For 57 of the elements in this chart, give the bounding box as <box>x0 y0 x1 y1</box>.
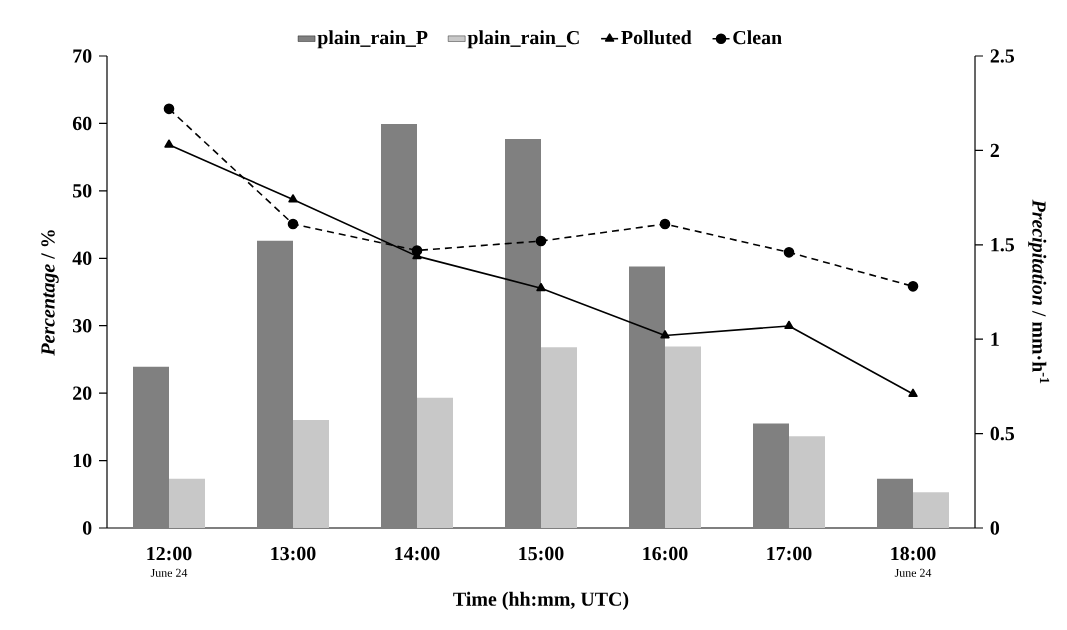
point <box>535 235 547 247</box>
bar <box>877 478 914 528</box>
y-tick-label: 70 <box>73 49 92 63</box>
y-tick-label: 60 <box>72 116 92 131</box>
point <box>660 330 670 339</box>
text: June 24 <box>150 568 188 577</box>
y2-tick-label: 1 <box>991 332 999 346</box>
y-tick-label: 20 <box>73 386 92 400</box>
y-tick-label: 0 <box>82 521 92 535</box>
x-tick-label: 16:00 <box>643 546 688 561</box>
point <box>411 245 423 256</box>
y-tick-label: 10 <box>73 453 92 468</box>
bar <box>293 420 329 528</box>
x-tick-label: 18:00 <box>891 546 936 561</box>
y-tick-label: 50 <box>73 184 92 198</box>
bar <box>665 346 701 528</box>
bar <box>541 347 577 528</box>
point <box>659 218 671 230</box>
bar <box>133 366 169 528</box>
x-tick-label: 14:00 <box>395 546 440 561</box>
point <box>536 282 546 292</box>
bar <box>169 478 205 528</box>
point <box>783 247 795 258</box>
bar <box>257 240 293 528</box>
bar <box>505 138 541 528</box>
point <box>908 388 918 397</box>
bar <box>913 492 950 528</box>
point <box>784 320 794 330</box>
legend-label: plain_rain_C <box>467 30 579 49</box>
text: June 24 <box>894 568 932 577</box>
legend-label: Clean <box>733 30 782 45</box>
legend-label: Polluted <box>621 30 692 45</box>
point <box>288 194 298 203</box>
bar <box>417 397 453 528</box>
x-axis-title: Time (hh:mm, UTC) <box>453 591 629 610</box>
y2-tick-label: 2.5 <box>990 49 1015 63</box>
x-tick-label: 12:00 <box>147 546 192 561</box>
y-tick-label: 30 <box>72 318 92 333</box>
x-tick-label: 13:00 <box>271 546 316 561</box>
y2-axis-title: Precipitation / mm·h$^{-1}$ <box>1028 199 1050 384</box>
y2-tick-label: 2 <box>990 143 999 157</box>
x-tick-label: 17:00 <box>767 546 812 561</box>
y2-tick-label: 0.5 <box>990 426 1015 441</box>
x-tick-label: 15:00 <box>519 546 564 561</box>
y-tick-label: 40 <box>72 251 92 265</box>
legend-label: plain_rain_P <box>317 30 428 49</box>
y2-tick-label: 0 <box>990 521 1000 535</box>
y2-tick-label: 1.5 <box>991 238 1015 252</box>
bar <box>789 436 826 528</box>
bar <box>381 124 417 528</box>
y-axis-title: Percentage / % <box>41 230 59 356</box>
bar <box>753 423 789 528</box>
point <box>907 281 919 292</box>
point <box>287 218 299 230</box>
point <box>163 103 175 115</box>
point <box>164 139 174 148</box>
bar <box>629 266 665 528</box>
